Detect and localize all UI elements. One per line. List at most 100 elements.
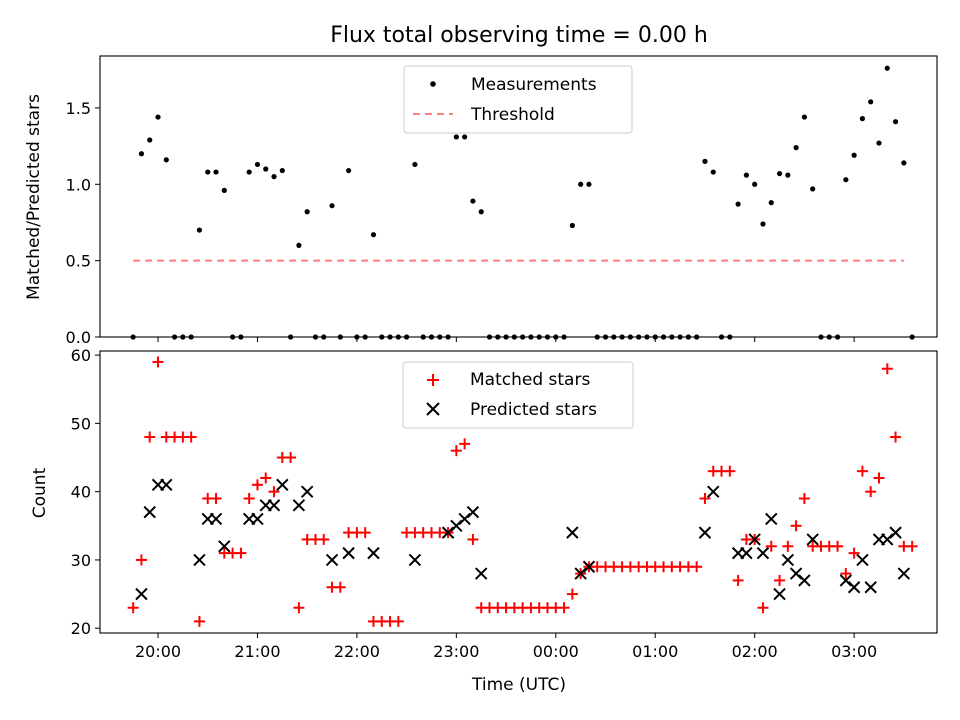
matched-stars-point <box>392 615 404 627</box>
matched-stars-point <box>135 554 147 566</box>
predicted-stars-point <box>251 512 264 526</box>
predicted-stars-point <box>160 478 173 492</box>
matched-stars-point <box>881 363 893 375</box>
matched-stars-point <box>318 533 330 545</box>
matched-stars-point <box>359 527 371 539</box>
bottom-data-layer <box>127 356 918 627</box>
predicted-stars-point <box>781 553 795 567</box>
bottom-y-tick-label: 20 <box>71 619 91 638</box>
measurements-point <box>254 161 261 168</box>
matched-stars-point <box>260 472 272 484</box>
measurements-point <box>263 166 269 172</box>
matched-stars-point <box>790 520 802 532</box>
predicted-stars-point <box>889 526 902 539</box>
matched-stars-point <box>251 479 263 491</box>
x-tick-label: 23:00 <box>433 642 479 661</box>
top-legend: Measurements Threshold <box>403 65 633 134</box>
predicted-stars-point <box>773 587 786 601</box>
legend-threshold-label: Threshold <box>470 105 555 125</box>
predicted-stars-point <box>574 567 587 580</box>
measurements-point <box>876 140 882 146</box>
measurements-point <box>702 158 708 164</box>
bottom-y-tick-label: 40 <box>71 483 91 502</box>
legend-matched-marker <box>427 374 439 386</box>
measurements-point <box>743 172 749 178</box>
matched-stars-point <box>699 492 711 504</box>
predicted-stars-point <box>466 505 480 519</box>
measurements-point <box>843 177 849 183</box>
matched-stars-point <box>890 431 902 443</box>
predicted-stars-point <box>325 553 339 567</box>
matched-stars-point <box>210 492 222 504</box>
predicted-stars-point <box>839 574 853 587</box>
bottom-legend-box <box>402 361 634 429</box>
matched-stars-point <box>558 602 570 614</box>
measurements-point <box>884 65 890 71</box>
measurements-point <box>785 172 791 178</box>
matched-stars-point <box>848 547 860 559</box>
measurements-point <box>470 198 476 204</box>
matched-stars-point <box>566 588 578 600</box>
x-tick-label: 20:00 <box>135 642 181 661</box>
matched-stars-point <box>757 602 769 614</box>
predicted-stars-point <box>789 567 803 580</box>
top-y-tick-label: 0.0 <box>66 328 91 347</box>
measurements-point <box>296 242 302 248</box>
measurements-point <box>851 152 857 158</box>
bottom-y-tick-label: 60 <box>71 346 91 365</box>
measurements-point <box>196 227 203 233</box>
top-legend-box <box>403 65 633 134</box>
legend-predicted-marker <box>426 402 440 416</box>
matched-stars-point <box>873 472 885 484</box>
predicted-stars-point <box>740 546 753 560</box>
predicted-stars-point <box>342 546 355 560</box>
x-tick-label: 22:00 <box>334 642 380 661</box>
measurements-point <box>462 134 468 140</box>
matched-stars-point <box>467 533 479 545</box>
x-tick-label: 02:00 <box>732 642 778 661</box>
top-chart-title: Flux total observing time = 0.00 h <box>330 23 708 48</box>
matched-stars-point <box>832 540 844 552</box>
x-tick-label: 01:00 <box>632 642 678 661</box>
measurements-point <box>752 181 758 187</box>
measurements-point <box>155 114 161 120</box>
bottom-y-axis-label: Count <box>30 467 50 518</box>
matched-stars-point <box>724 465 736 477</box>
predicted-stars-point <box>806 533 819 546</box>
top-y-tick-label: 0.5 <box>66 252 91 271</box>
measurements-point <box>892 119 899 125</box>
measurements-point <box>735 201 741 207</box>
matched-stars-point <box>774 574 786 586</box>
predicted-stars-point <box>707 485 720 498</box>
predicted-stars-point <box>765 512 778 526</box>
predicted-stars-point <box>276 478 289 492</box>
predicted-stars-point <box>756 546 770 560</box>
measurements-point <box>304 209 310 215</box>
x-tick-label: 21:00 <box>234 642 280 661</box>
legend-predicted-label: Predicted stars <box>470 400 597 420</box>
matched-stars-point <box>144 431 156 443</box>
predicted-stars-point <box>450 519 463 533</box>
legend-matched-label: Matched stars <box>470 370 590 390</box>
predicted-stars-point <box>458 512 471 526</box>
measurements-point <box>776 170 783 177</box>
measurements-point <box>768 200 774 206</box>
measurements-point <box>868 99 874 105</box>
top-y-tick-label: 1.0 <box>66 175 91 194</box>
measurements-point <box>478 209 484 215</box>
measurements-point <box>205 169 211 175</box>
predicted-stars-point <box>300 485 314 498</box>
bottom-y-tick-label: 30 <box>71 551 91 570</box>
matched-stars-point <box>732 574 744 586</box>
measurements-point <box>246 169 252 175</box>
x-axis-label: Time (UTC) <box>471 675 566 695</box>
matched-stars-point <box>856 465 868 477</box>
predicted-stars-point <box>856 553 869 567</box>
predicted-stars-point <box>143 505 156 519</box>
matched-stars-point <box>334 581 346 593</box>
measurements-point <box>760 221 766 227</box>
predicted-stars-point <box>218 540 231 553</box>
measurements-point <box>279 167 285 174</box>
x-tick-label: 03:00 <box>831 642 877 661</box>
matched-stars-point <box>285 452 297 464</box>
